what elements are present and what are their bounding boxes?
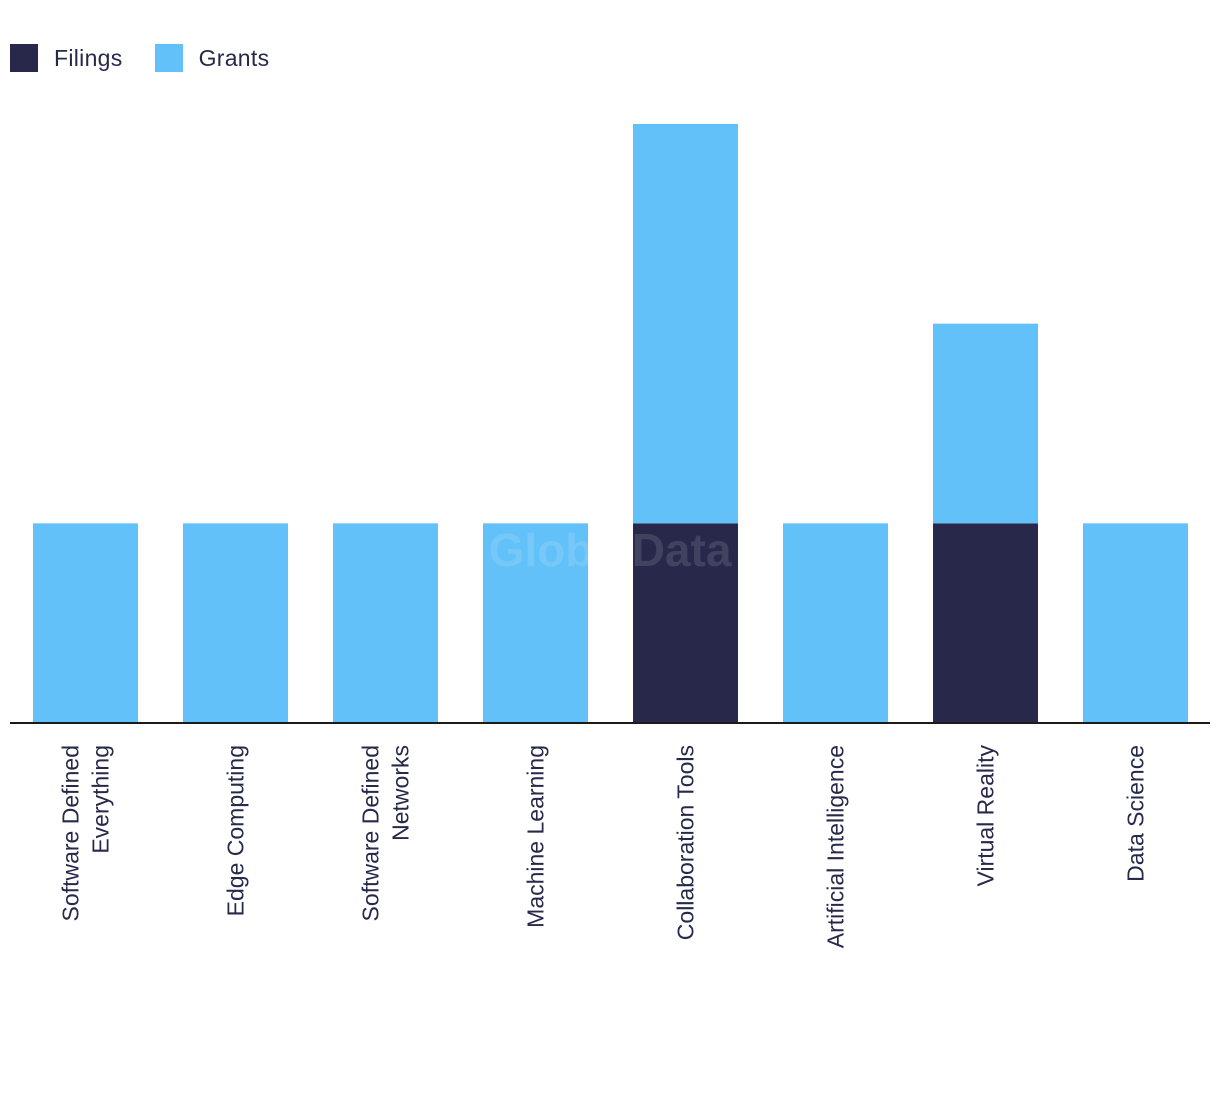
legend-swatch-grants: [154, 44, 183, 72]
bar-grants-6: [933, 323, 1038, 524]
legend-swatch-filings: [10, 44, 38, 72]
bar-grants-5: [783, 523, 888, 723]
legend-label-grants: Grants: [198, 44, 270, 71]
bar-grants-2: [333, 523, 438, 723]
bar-grants-7: [1083, 523, 1188, 723]
x-tick-label-7: Data Science: [1123, 745, 1149, 882]
x-tick-label-3: Machine Learning: [523, 745, 549, 928]
bar-grants-3: [483, 523, 588, 723]
x-tick-label-1: Edge Computing: [223, 745, 249, 916]
bar-grants-0: [33, 523, 138, 723]
legend-item-filings: Filings: [10, 44, 123, 72]
bar-grants-1: [183, 523, 288, 723]
x-tick-label-2: Software Defined Networks: [358, 745, 414, 921]
bar-filings-6: [933, 523, 1038, 723]
x-tick-label-6: Virtual Reality: [973, 745, 999, 887]
x-tick-label-0: Software Defined Everything: [58, 745, 114, 921]
legend-label-filings: Filings: [54, 44, 123, 71]
legend-item-grants: Grants: [154, 44, 270, 72]
x-tick-label-4: Collaboration Tools: [673, 745, 699, 940]
legend: Filings Grants: [10, 44, 301, 72]
watermark: GlobalData: [489, 524, 732, 576]
bar-filings-4: [633, 523, 738, 723]
x-tick-label-5: Artificial Intelligence: [823, 745, 849, 948]
bar-grants-4: [633, 124, 738, 524]
